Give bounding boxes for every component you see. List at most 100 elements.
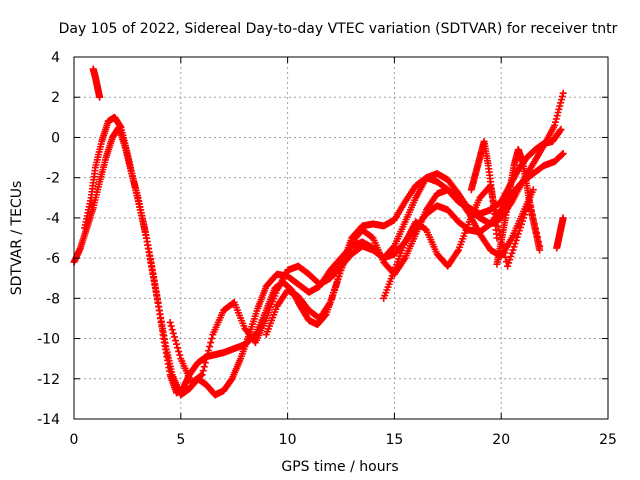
y-axis-label: SDTVAR / TECUs	[9, 181, 25, 296]
data-point	[559, 89, 567, 97]
data-point	[326, 298, 334, 306]
data-point	[529, 186, 537, 194]
data-point-interp	[173, 340, 181, 348]
data-point-interp	[333, 279, 341, 287]
y-tick-label: -6	[46, 251, 60, 267]
data-point-interp	[208, 335, 216, 343]
data-point-interp	[201, 359, 209, 367]
data-point-interp	[511, 240, 519, 248]
series-track-9	[89, 65, 104, 101]
data-point	[559, 214, 567, 222]
data-point-interp	[510, 243, 518, 251]
y-tick-label: -8	[46, 291, 60, 307]
data-point-interp	[197, 372, 205, 380]
data-point-interp	[507, 253, 515, 261]
data-point	[198, 371, 206, 379]
y-tick-label: 4	[51, 50, 60, 66]
data-point	[536, 246, 544, 254]
data-point-interp	[331, 285, 339, 293]
plot-frame	[73, 56, 609, 420]
data-point-interp	[336, 269, 344, 277]
data-point-interp	[328, 292, 336, 300]
data-point-interp	[169, 329, 177, 337]
series-track-7	[493, 146, 544, 268]
data-point-interp	[513, 233, 521, 241]
y-tick-label: -4	[46, 211, 60, 227]
data-point-interp	[552, 115, 560, 123]
data-point-interp	[389, 243, 397, 251]
x-tick-label: 20	[492, 432, 510, 448]
data-point-interp	[332, 282, 340, 290]
data-point-interp	[558, 150, 566, 158]
data-point-interp	[327, 295, 335, 303]
data-point	[504, 262, 512, 270]
data-point-interp	[556, 102, 564, 110]
data-point	[166, 318, 174, 326]
x-axis-label: GPS time / hours	[281, 459, 398, 475]
data-point-interp	[176, 351, 184, 359]
series-track-4	[262, 186, 537, 339]
data-point-interp	[505, 259, 513, 267]
data-point-interp	[175, 347, 183, 355]
data-point-interp	[553, 112, 561, 120]
data-point-interp	[204, 351, 211, 359]
chart-title: Day 105 of 2022, Sidereal Day-to-day VTE…	[59, 21, 618, 37]
series-track-8	[553, 214, 567, 252]
data-point	[557, 125, 565, 133]
data-point-interp	[512, 236, 520, 244]
data-point-interp	[501, 253, 509, 261]
x-tick-label: 10	[279, 432, 297, 448]
data-point-interp	[207, 339, 215, 347]
data-point-interp	[205, 347, 213, 355]
data-point-interp	[174, 344, 182, 352]
data-point	[559, 150, 567, 158]
data-point-interp	[199, 367, 207, 375]
y-tick-label: -12	[37, 372, 60, 388]
data-point-interp	[171, 337, 179, 345]
data-point-interp	[508, 249, 516, 257]
data-point-interp	[330, 289, 338, 297]
y-axis-ticks: -14 -12 -10 -8 -6 -4 -2 0 2 4	[37, 50, 608, 428]
data-point-interp	[520, 214, 528, 222]
data-point-interp	[557, 96, 565, 104]
data-point	[514, 230, 522, 238]
data-point	[493, 234, 501, 242]
data-point-interp	[515, 227, 523, 235]
y-tick-label: -14	[37, 412, 60, 428]
series-track-6	[467, 137, 501, 242]
data-point-interp	[521, 211, 529, 219]
data-points	[70, 65, 567, 399]
data-point-interp	[167, 322, 175, 330]
data-point-interp	[202, 355, 210, 363]
x-tick-label: 15	[385, 432, 403, 448]
series-track-5	[380, 182, 544, 302]
data-point-interp	[517, 220, 525, 228]
data-point-interp	[555, 105, 563, 113]
data-point	[551, 121, 559, 129]
data-point-interp	[200, 363, 208, 371]
x-axis-ticks: 0 5 10 15 20 25	[70, 57, 617, 448]
data-point	[96, 93, 104, 101]
y-tick-label: -2	[46, 171, 60, 187]
data-point-interp	[168, 326, 176, 334]
y-tick-label: -10	[37, 332, 60, 348]
x-tick-label: 25	[599, 432, 617, 448]
data-point-interp	[556, 127, 564, 135]
data-point-interp	[206, 343, 214, 351]
x-tick-label: 0	[70, 432, 79, 448]
y-tick-label: 0	[51, 130, 60, 146]
data-point-interp	[335, 273, 343, 281]
data-point-interp	[554, 109, 562, 117]
data-point-interp	[516, 224, 524, 232]
data-point-interp	[558, 92, 566, 100]
x-tick-label: 5	[176, 432, 185, 448]
data-point-interp	[509, 246, 517, 254]
data-point-interp	[506, 256, 514, 264]
data-point-interp	[551, 118, 559, 126]
y-tick-label: 2	[51, 90, 60, 106]
data-point-interp	[519, 217, 527, 225]
data-point-interp	[557, 99, 565, 107]
data-point-interp	[170, 333, 178, 341]
